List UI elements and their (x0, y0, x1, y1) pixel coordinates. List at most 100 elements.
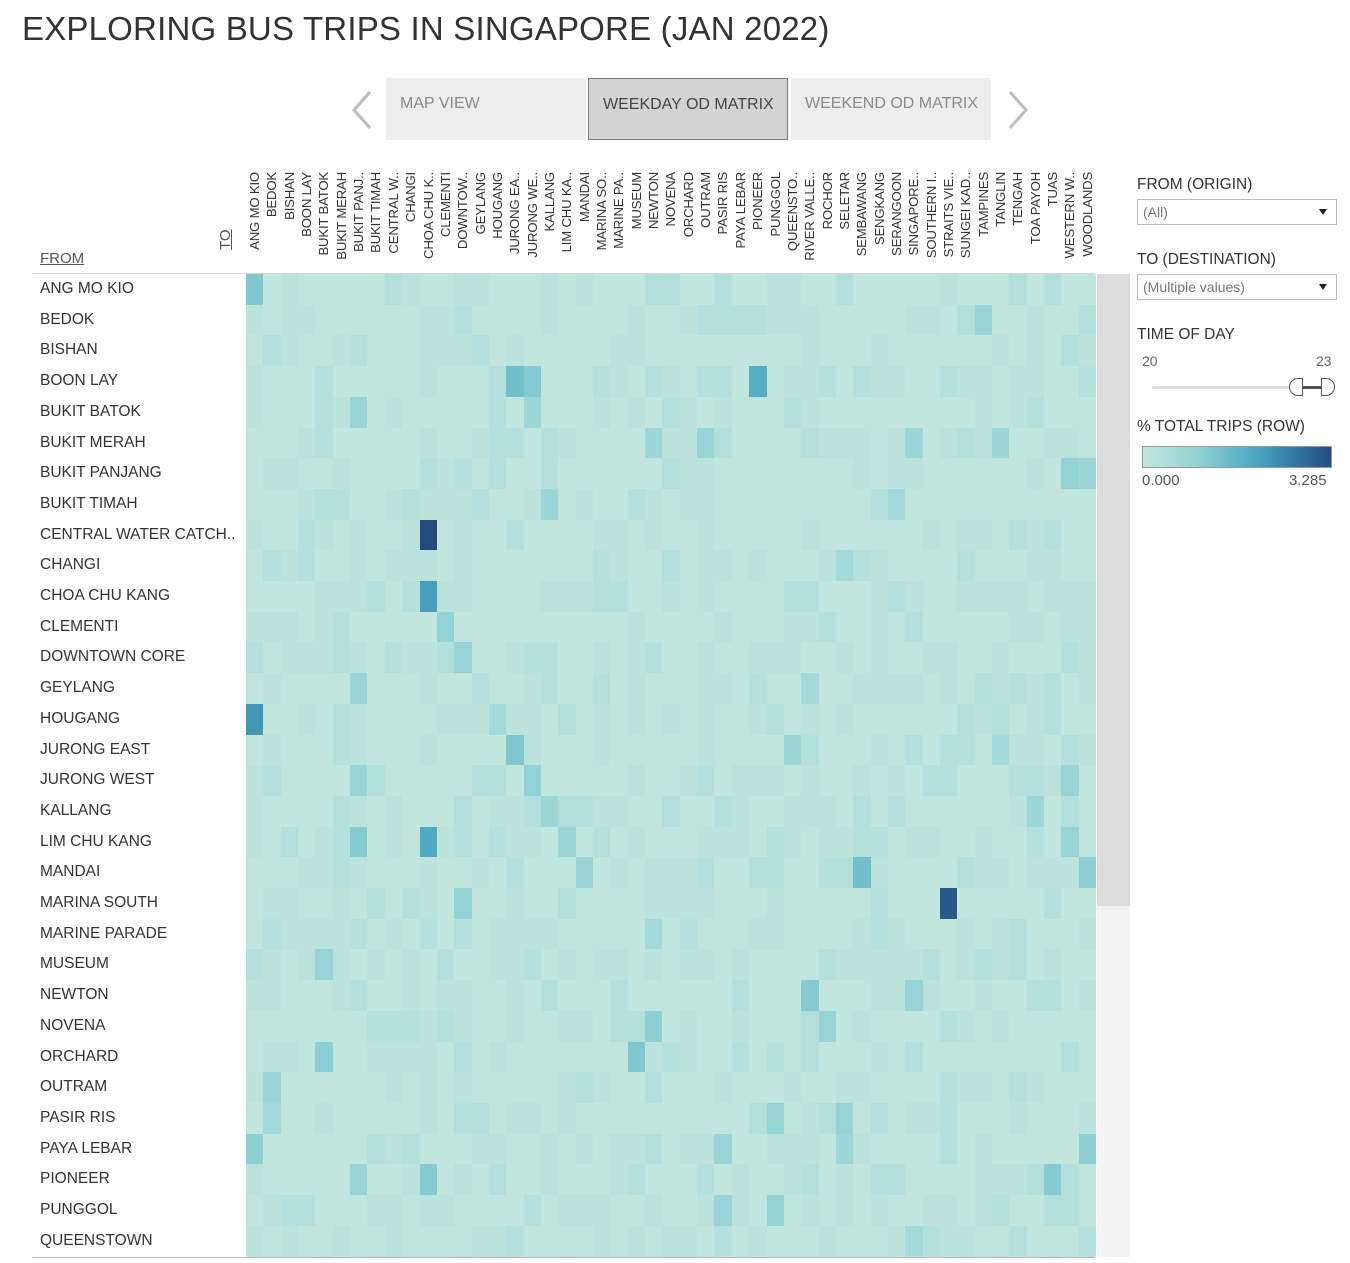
matrix-cell[interactable] (540, 1256, 559, 1257)
matrix-cell[interactable] (870, 1041, 889, 1073)
matrix-cell[interactable] (436, 1195, 455, 1227)
matrix-cell[interactable] (992, 673, 1010, 705)
matrix-cell[interactable] (801, 1164, 820, 1196)
matrix-cell[interactable] (263, 335, 282, 367)
matrix-cell[interactable] (593, 427, 611, 459)
matrix-cell[interactable] (940, 673, 958, 705)
matrix-cell[interactable] (1078, 642, 1096, 674)
matrix-cell[interactable] (749, 1010, 767, 1042)
matrix-cell[interactable] (558, 1256, 577, 1257)
matrix-cell[interactable] (367, 642, 386, 674)
matrix-cell[interactable] (471, 274, 490, 306)
matrix-cell[interactable] (853, 673, 872, 705)
matrix-cell[interactable] (298, 703, 316, 735)
matrix-cell[interactable] (679, 734, 698, 766)
matrix-cell[interactable] (835, 826, 854, 858)
matrix-cell[interactable] (783, 488, 802, 521)
matrix-cell[interactable] (280, 1164, 299, 1196)
matrix-cell[interactable] (887, 1041, 906, 1073)
matrix-cell[interactable] (1026, 1195, 1045, 1227)
matrix-cell[interactable] (697, 1010, 715, 1042)
matrix-cell[interactable] (801, 519, 820, 551)
matrix-cell[interactable] (662, 1164, 681, 1196)
matrix-cell[interactable] (1009, 857, 1028, 889)
matrix-cell[interactable] (714, 396, 733, 428)
matrix-cell[interactable] (1026, 274, 1045, 306)
matrix-cell[interactable] (367, 703, 386, 735)
matrix-cell[interactable] (436, 1102, 455, 1135)
matrix-cell[interactable] (575, 274, 594, 306)
matrix-cell[interactable] (332, 673, 351, 705)
matrix-cell[interactable] (887, 765, 906, 797)
matrix-cell[interactable] (263, 703, 282, 735)
matrix-cell[interactable] (957, 642, 976, 674)
matrix-cell[interactable] (749, 366, 767, 398)
matrix-cell[interactable] (384, 1133, 403, 1165)
matrix-cell[interactable] (367, 581, 386, 613)
matrix-cell[interactable] (1009, 1041, 1028, 1073)
matrix-cell[interactable] (436, 949, 455, 981)
matrix-cell[interactable] (593, 335, 611, 367)
matrix-cell[interactable] (471, 888, 490, 920)
matrix-cell[interactable] (384, 888, 403, 920)
matrix-cell[interactable] (246, 550, 264, 582)
matrix-cell[interactable] (887, 1164, 906, 1196)
matrix-cell[interactable] (488, 1010, 507, 1042)
matrix-cell[interactable] (523, 857, 542, 889)
matrix-cell[interactable] (766, 304, 785, 336)
matrix-cell[interactable] (610, 458, 629, 490)
matrix-cell[interactable] (870, 366, 889, 398)
matrix-cell[interactable] (523, 274, 542, 306)
matrix-cell[interactable] (419, 795, 438, 828)
matrix-cell[interactable] (940, 1256, 958, 1257)
matrix-cell[interactable] (402, 366, 420, 398)
matrix-cell[interactable] (540, 335, 559, 367)
matrix-cell[interactable] (280, 1133, 299, 1165)
matrix-cell[interactable] (905, 1041, 924, 1073)
matrix-cell[interactable] (887, 918, 906, 950)
matrix-cell[interactable] (454, 795, 473, 828)
matrix-cell[interactable] (922, 366, 941, 398)
matrix-cell[interactable] (488, 488, 507, 521)
matrix-cell[interactable] (905, 427, 924, 459)
matrix-cell[interactable] (298, 274, 316, 306)
matrix-cell[interactable] (298, 1195, 316, 1227)
matrix-cell[interactable] (506, 1041, 525, 1073)
matrix-cell[interactable] (506, 1133, 525, 1165)
matrix-cell[interactable] (957, 1225, 976, 1257)
matrix-cell[interactable] (350, 1133, 368, 1165)
matrix-cell[interactable] (246, 274, 264, 306)
matrix-cell[interactable] (402, 918, 420, 950)
matrix-cell[interactable] (523, 304, 542, 336)
matrix-cell[interactable] (367, 366, 386, 398)
matrix-cell[interactable] (367, 857, 386, 889)
matrix-cell[interactable] (714, 1102, 733, 1135)
matrix-cell[interactable] (1061, 550, 1080, 582)
matrix-cell[interactable] (905, 1256, 924, 1257)
matrix-cell[interactable] (1078, 1225, 1096, 1257)
matrix-cell[interactable] (887, 703, 906, 735)
matrix-cell[interactable] (540, 519, 559, 551)
matrix-cell[interactable] (749, 519, 767, 551)
matrix-cell[interactable] (749, 396, 767, 428)
matrix-cell[interactable] (610, 642, 629, 674)
matrix-cell[interactable] (992, 1133, 1010, 1165)
matrix-cell[interactable] (749, 1225, 767, 1257)
matrix-cell[interactable] (1026, 550, 1045, 582)
matrix-cell[interactable] (645, 703, 663, 735)
matrix-cell[interactable] (610, 826, 629, 858)
matrix-cell[interactable] (697, 673, 715, 705)
matrix-cell[interactable] (974, 427, 993, 459)
matrix-cell[interactable] (957, 458, 976, 490)
matrix-cell[interactable] (1009, 673, 1028, 705)
matrix-cell[interactable] (506, 335, 525, 367)
matrix-cell[interactable] (454, 1133, 473, 1165)
matrix-cell[interactable] (922, 581, 941, 613)
matrix-cell[interactable] (436, 304, 455, 336)
matrix-cell[interactable] (575, 1041, 594, 1073)
matrix-cell[interactable] (610, 304, 629, 336)
matrix-cell[interactable] (957, 1041, 976, 1073)
matrix-cell[interactable] (402, 1256, 420, 1257)
matrix-cell[interactable] (627, 427, 646, 459)
matrix-cell[interactable] (940, 980, 958, 1012)
